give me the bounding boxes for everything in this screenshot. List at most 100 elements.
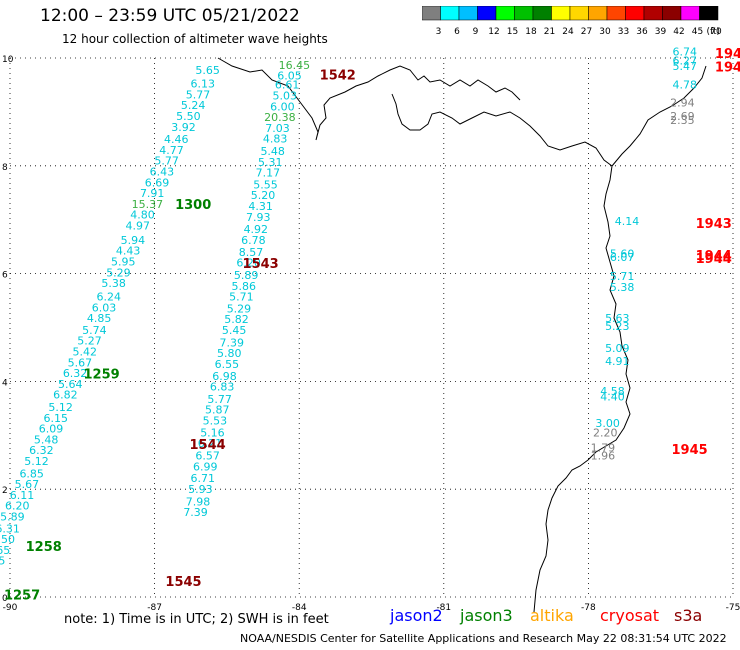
wave-height-label: 6.21 [198,437,223,450]
wave-height-label: 5.29 [106,266,131,279]
lon-tick-label: -75 [726,603,740,612]
coastline-central-america [217,57,521,141]
wave-height-label: 4.40 [600,390,625,403]
wave-height-label: 5.31 [258,156,283,169]
wave-height-label: 5.77 [154,155,179,168]
wave-height-label: 6.74 [673,45,698,58]
lat-lon-grid [9,57,734,598]
wave-height-label: 16.45 [279,59,311,72]
wave-height-label: 6.71 [191,472,216,485]
map-title: 12:00 – 23:59 UTC 05/21/2022 [40,6,300,26]
axis-tick-labels: -90 -87 -84 -81 -78 -75 0 2 4 6 8 10 [2,55,740,612]
colorbar-label: 24 [562,27,574,37]
wave-height-label: 5.77 [186,88,211,101]
wave-height-label: 6.07 [610,251,635,264]
wave-height-label: 5.48 [260,145,285,158]
wave-height-label: 4.31 [248,200,273,213]
wave-height-label: 6.82 [53,389,78,402]
lon-tick-label: -87 [147,603,162,612]
colorbar-label: 33 [618,27,629,37]
wave-height-label: 4.83 [263,133,288,146]
coastline-colombia-pacific [533,165,631,612]
wave-height-label: 8.57 [239,246,264,259]
colorbar-label: 30 [599,27,611,37]
lat-tick-label: 0 [2,594,8,604]
wave-height-label: 5.16 [200,426,225,439]
colorbar-label: 21 [544,27,555,37]
pass-time-labels: 1542154315441545130012591258125719431943… [4,47,740,604]
wave-height-label: 4.78 [673,79,698,92]
pass-time-label: 1258 [26,540,62,555]
wave-height-label: 5.24 [181,99,206,112]
wave-height-label: 7.91 [140,187,165,200]
wave-height-label: 5.93 [188,483,213,496]
coastline [217,57,707,612]
wave-height-label: 6.09 [39,423,64,436]
colorbar-label: 36 [636,27,648,37]
lat-tick-label: 6 [2,271,8,281]
wave-height-label: 5.71 [229,291,254,304]
colorbar-unit: (ft) [706,27,720,37]
coastline-caribbean [611,65,707,167]
wave-height-label: 1.96 [591,450,616,463]
pass-time-label: 1944 [696,249,732,264]
wave-height-label: 7.17 [256,167,281,180]
colorbar-swatch [699,6,719,21]
legend-jason2: jason2 [390,606,443,625]
wave-height-label: 3.00 [595,417,620,430]
colorbar-label: 9 [473,27,479,37]
legend-jason3: jason3 [460,606,513,625]
note-text: note: 1) Time is in UTC; 2) SWH is in fe… [64,612,329,627]
wave-height-label: 5.82 [224,313,249,326]
wave-height-label: 5.23 [605,320,630,333]
wave-height-label: 6.78 [241,234,266,247]
wave-height-label: 4.85 [87,312,112,325]
wave-height-label: 5.55 [253,178,278,191]
wave-height-label: 5.38 [101,277,126,290]
wave-height-label: 1.79 [591,441,616,454]
wave-height-label: 5.45 [222,324,247,337]
pass-time-label: 1545 [165,575,201,590]
wave-height-label: 20.38 [264,111,296,124]
wave-height-label: 6.32 [63,367,88,380]
wave-height-label: 7.39 [183,506,208,519]
legend-altika: altika [530,606,574,625]
wave-height-label: 4.77 [159,144,184,157]
wave-height-label: 5.20 [251,189,276,202]
wave-height-label: 6.27 [673,54,698,67]
wave-height-label: 5.27 [77,335,102,348]
lon-tick-label: -90 [3,603,18,612]
wave-height-label: 6.00 [270,100,295,113]
wave-height-label: 5.71 [610,270,635,283]
lon-tick-label: -81 [436,603,451,612]
wave-height-label: 7.03 [265,122,290,135]
wave-height-label: 6.24 [97,291,122,304]
wave-height-label: 4.92 [244,223,269,236]
wave-height-label: 6.20 [5,500,30,513]
wave-height-label: 6.85 [19,467,44,480]
legend-cryosat: cryosat [600,606,660,625]
wave-height-label: 5.94 [121,234,146,247]
wave-height-label: 5.80 [217,347,242,360]
wave-height-label: 5.95 [111,256,136,269]
footer-credit: NOAA/NESDIS Center for Satellite Applica… [240,632,727,645]
wave-height-label: 6.15 [44,412,69,425]
wave-height-label: 5.47 [673,60,698,73]
wave-height-label: 5.64 [58,378,83,391]
wave-height-label: 5.86 [232,280,257,293]
wave-height-label: 5.67 [15,478,40,491]
pass-time-label: 1943 [696,217,732,232]
wave-height-label: 5.77 [207,393,232,406]
wave-height-label: 6.55 [215,358,240,371]
wave-height-label: 5.50 [0,533,15,546]
wave-height-label: 5.63 [605,312,630,325]
pass-time-label: 1544 [190,438,226,453]
wave-height-label: 5.12 [48,401,73,414]
pass-time-label: 1257 [4,589,40,604]
wave-height-label: 2.20 [593,426,618,439]
wave-height-label: 15.37 [132,198,164,211]
coastline-panama-gulf [391,93,613,167]
wave-height-label: 6.57 [195,450,220,463]
wave-height-label: 2.35 [670,114,695,127]
